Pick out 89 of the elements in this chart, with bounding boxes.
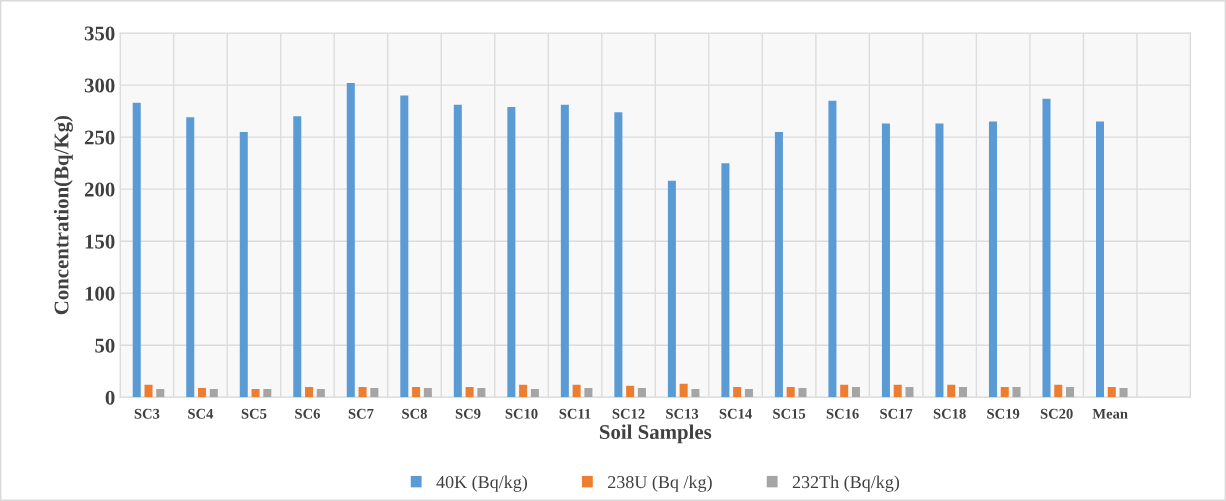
bar <box>1107 386 1116 398</box>
bar <box>132 102 141 398</box>
bar <box>251 388 260 398</box>
bar <box>293 116 302 398</box>
x-tick-label: SC16 <box>826 408 859 419</box>
x-tick-label: SC10 <box>505 408 538 419</box>
bar <box>721 163 730 398</box>
bar <box>1000 386 1009 398</box>
bar <box>691 388 700 398</box>
y-tick-label: 100 <box>85 286 115 301</box>
bar <box>893 384 902 398</box>
bar <box>144 384 153 398</box>
x-tick-label: SC14 <box>719 408 752 419</box>
x-axis-title: Soil Samples <box>599 424 712 444</box>
bar <box>1095 121 1105 398</box>
bar <box>453 104 462 398</box>
x-tick-label: SC3 <box>134 408 160 419</box>
bar <box>412 386 421 398</box>
y-tick-label: 0 <box>105 390 115 405</box>
bar <box>744 388 753 398</box>
bar <box>905 386 914 398</box>
legend-label: 238U (Bq /kg) <box>608 475 712 492</box>
y-tick-label: 150 <box>85 234 115 249</box>
x-tick-label: SC12 <box>612 408 645 419</box>
bar <box>1119 387 1128 398</box>
y-tick-label: 350 <box>84 26 115 41</box>
bar <box>851 386 860 398</box>
bar <box>881 123 890 398</box>
bar <box>637 387 646 398</box>
x-tick-label: SC6 <box>295 408 320 419</box>
y-axis-title: Concentration(Bq/Kg) <box>53 115 73 315</box>
bar <box>186 117 195 398</box>
bar <box>1042 98 1051 398</box>
bar <box>988 121 997 398</box>
bar <box>786 386 795 398</box>
y-tick-label: 200 <box>84 182 115 197</box>
bar <box>198 387 207 398</box>
bar <box>667 180 676 398</box>
bar <box>679 383 688 398</box>
bar <box>572 384 581 398</box>
bar <box>400 95 409 398</box>
bar <box>239 131 248 398</box>
bar <box>370 387 379 398</box>
bar <box>263 388 272 398</box>
x-tick-label: SC4 <box>188 408 214 419</box>
x-tick-label: SC5 <box>241 408 267 419</box>
x-tick-label: SC19 <box>987 408 1020 419</box>
bar <box>465 386 474 398</box>
bar <box>519 384 528 398</box>
bar <box>798 387 807 398</box>
x-tick-label: SC20 <box>1040 408 1073 419</box>
bar <box>947 384 956 398</box>
x-tick-label: SC7 <box>348 408 374 419</box>
bar <box>358 386 367 398</box>
x-tick-label: SC8 <box>402 408 427 419</box>
bar <box>1012 386 1021 398</box>
x-tick-label: SC18 <box>933 408 966 419</box>
bar <box>423 387 432 398</box>
bar <box>958 386 968 398</box>
x-tick-label: SC9 <box>455 408 481 419</box>
bar <box>614 112 623 398</box>
bar <box>1054 384 1063 398</box>
bar <box>840 384 849 398</box>
x-tick-label: SC15 <box>773 408 806 419</box>
x-tick-label: SC11 <box>559 408 591 419</box>
bar <box>733 386 742 398</box>
bar <box>1066 386 1075 398</box>
x-tick-label: Mean <box>1092 408 1128 419</box>
bar <box>935 123 944 398</box>
y-tick-label: 300 <box>84 78 115 93</box>
bar <box>507 106 516 398</box>
bar <box>477 387 486 398</box>
y-tick-label: 250 <box>84 130 115 145</box>
y-tick-label: 50 <box>95 338 115 353</box>
bar <box>530 388 539 398</box>
bar <box>156 388 165 398</box>
bar <box>584 387 593 398</box>
bar <box>560 104 569 398</box>
x-tick-label: SC17 <box>880 408 913 419</box>
legend-label: 40K (Bq/kg) <box>436 475 528 492</box>
bar <box>626 385 635 398</box>
bar <box>774 131 783 398</box>
bar <box>209 388 218 398</box>
bar <box>316 388 325 398</box>
bar <box>828 100 837 398</box>
x-tick-label: SC13 <box>666 408 699 419</box>
bar <box>346 83 355 398</box>
legend-label: 232Th (Bq/kg) <box>792 475 900 492</box>
bar <box>305 386 314 398</box>
